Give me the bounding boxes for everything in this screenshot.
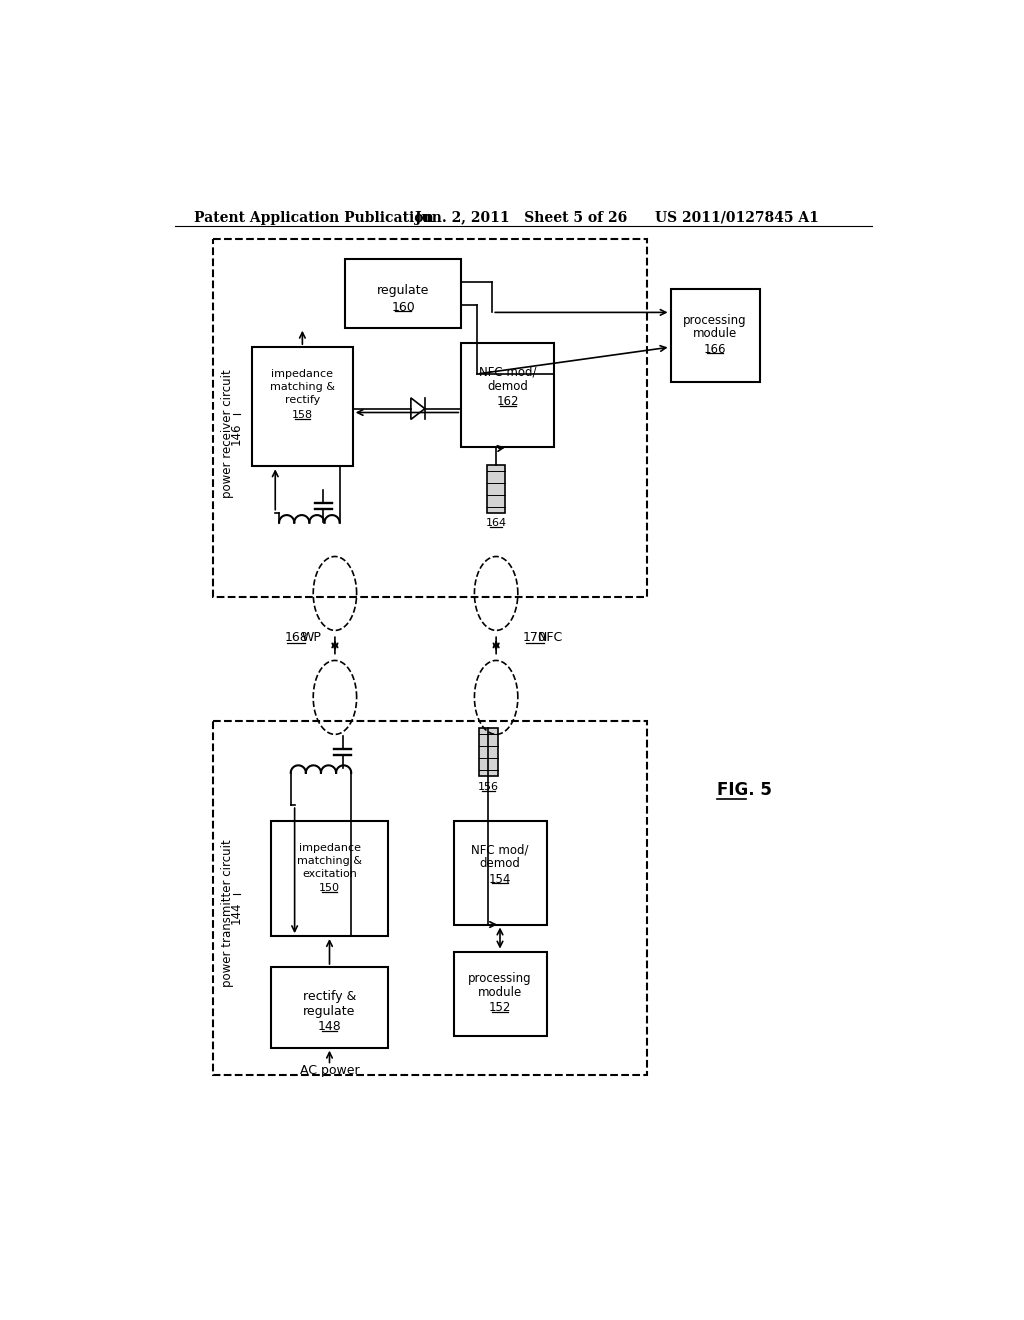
Polygon shape (479, 729, 498, 776)
Polygon shape (461, 343, 554, 447)
Text: 168: 168 (285, 631, 308, 644)
Polygon shape (454, 821, 547, 924)
Polygon shape (271, 821, 388, 936)
Text: WP: WP (302, 631, 322, 644)
Text: excitation: excitation (302, 869, 357, 879)
Text: Patent Application Publication: Patent Application Publication (194, 211, 433, 224)
Text: rectify: rectify (285, 395, 319, 405)
Text: US 2011/0127845 A1: US 2011/0127845 A1 (655, 211, 819, 224)
Text: AC power: AC power (300, 1064, 359, 1077)
Text: 162: 162 (497, 395, 519, 408)
Text: 170: 170 (523, 631, 547, 644)
Text: demod: demod (487, 380, 528, 393)
Text: 146: 146 (230, 422, 243, 445)
Text: regulate: regulate (303, 1005, 355, 1018)
Text: 158: 158 (292, 409, 313, 420)
Text: impedance: impedance (271, 370, 334, 379)
Text: NFC: NFC (538, 631, 563, 644)
Polygon shape (271, 966, 388, 1048)
Text: power receiver circuit: power receiver circuit (221, 368, 233, 498)
Polygon shape (345, 259, 461, 327)
Polygon shape (454, 952, 547, 1036)
Text: power transmitter circuit: power transmitter circuit (221, 840, 233, 987)
Text: Jun. 2, 2011   Sheet 5 of 26: Jun. 2, 2011 Sheet 5 of 26 (415, 211, 627, 224)
Text: rectify &: rectify & (303, 990, 356, 1003)
Text: processing: processing (683, 314, 746, 326)
Text: 150: 150 (319, 883, 340, 894)
Polygon shape (252, 347, 352, 466)
Text: 144: 144 (230, 902, 243, 924)
Text: NFC mod/: NFC mod/ (471, 843, 528, 857)
Text: 164: 164 (485, 519, 507, 528)
Text: module: module (693, 327, 737, 341)
Text: FIG. 5: FIG. 5 (717, 781, 772, 799)
Text: 160: 160 (391, 301, 415, 314)
Text: 154: 154 (488, 873, 511, 886)
Text: NFC mod/: NFC mod/ (479, 366, 537, 379)
Text: module: module (478, 986, 522, 999)
Text: matching &: matching & (270, 381, 335, 392)
Text: 152: 152 (488, 1001, 511, 1014)
Text: impedance: impedance (299, 842, 360, 853)
Polygon shape (486, 465, 506, 512)
Text: regulate: regulate (377, 284, 429, 297)
Text: processing: processing (468, 972, 531, 985)
Polygon shape (671, 289, 760, 381)
Text: 156: 156 (478, 781, 499, 792)
Text: demod: demod (479, 857, 520, 870)
Text: 166: 166 (703, 343, 726, 356)
Text: 148: 148 (317, 1020, 341, 1034)
Text: matching &: matching & (297, 855, 362, 866)
